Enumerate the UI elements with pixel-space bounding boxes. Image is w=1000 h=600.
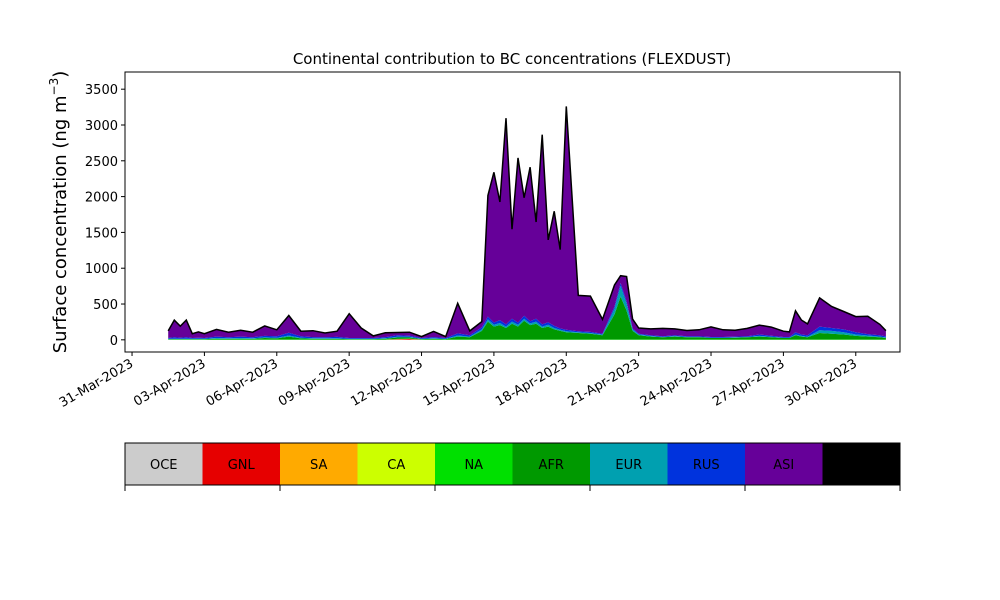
- x-tick-label: 09-Apr-2023: [276, 356, 353, 409]
- x-tick-label: 15-Apr-2023: [421, 356, 498, 409]
- legend-swatch-sa: [280, 443, 358, 485]
- x-tick-label: 18-Apr-2023: [493, 356, 570, 409]
- x-tick-label: 27-Apr-2023: [710, 356, 787, 409]
- x-tick-label: 24-Apr-2023: [638, 356, 715, 409]
- legend-label-aus: AUS: [848, 458, 875, 473]
- legend-swatch-aus: [822, 443, 901, 485]
- legend-label-eur: EUR: [615, 458, 642, 473]
- stacked-area-series: [167, 106, 887, 340]
- x-tick-label: 30-Apr-2023: [783, 356, 860, 409]
- legend-label-na: NA: [464, 458, 483, 473]
- x-tick-label: 31-Mar-2023: [57, 356, 136, 410]
- legend-swatch-na: [435, 443, 513, 485]
- y-axis-label-close: ): [50, 71, 71, 78]
- y-axis: 0 500 1000 1500 2000 2500 3000 3500: [85, 83, 125, 349]
- y-tick-label: 1000: [85, 262, 118, 277]
- x-tick-label: 06-Apr-2023: [204, 356, 281, 409]
- y-tick-label: 1500: [85, 226, 118, 241]
- x-tick-label: 21-Apr-2023: [566, 356, 643, 409]
- area-eur: [168, 285, 886, 340]
- area-asi: [168, 106, 886, 339]
- legend-swatch-oce: [125, 443, 203, 485]
- region-legend-colorbar: OCE GNL SA CA NA AFR EUR RUS ASI AUS: [124, 442, 901, 491]
- y-axis-label-exponent: −3: [47, 78, 61, 96]
- legend-swatch-afr: [512, 443, 591, 485]
- y-tick-label: 3000: [85, 119, 118, 134]
- legend-label-afr: AFR: [539, 458, 564, 473]
- y-tick-label: 3500: [85, 83, 118, 98]
- legend-label-rus: RUS: [693, 458, 720, 473]
- area-afr: [168, 296, 886, 340]
- x-tick-label: 12-Apr-2023: [348, 356, 425, 409]
- y-tick-label: 2000: [85, 191, 118, 206]
- legend-swatch-ca: [357, 443, 436, 485]
- total-line: [167, 106, 887, 338]
- area-na: [168, 338, 886, 340]
- x-axis: 31-Mar-202303-Apr-202306-Apr-202309-Apr-…: [57, 352, 860, 411]
- y-axis-label-text: Surface concentration (ng m: [50, 95, 71, 353]
- legend-label-sa: SA: [310, 458, 327, 473]
- plot-frame: [124, 71, 901, 353]
- legend-label-oce: OCE: [150, 458, 178, 473]
- chart-title: Continental contribution to BC concentra…: [293, 50, 731, 68]
- legend-swatch-eur: [590, 443, 668, 485]
- y-axis-label: Surface concentration (ng m−3): [47, 71, 71, 354]
- legend-label-gnl: GNL: [228, 458, 256, 473]
- y-tick-label: 0: [110, 334, 118, 349]
- legend-label-ca: CA: [387, 458, 405, 473]
- legend-swatch-rus: [667, 443, 746, 485]
- legend-frame: [124, 442, 901, 486]
- y-tick-label: 500: [93, 298, 118, 313]
- legend-label-asi: ASI: [773, 458, 794, 473]
- y-tick-label: 2500: [85, 155, 118, 170]
- legend-swatch-asi: [745, 443, 823, 485]
- legend-swatch-gnl: [202, 443, 281, 485]
- x-tick-label: 03-Apr-2023: [131, 356, 208, 409]
